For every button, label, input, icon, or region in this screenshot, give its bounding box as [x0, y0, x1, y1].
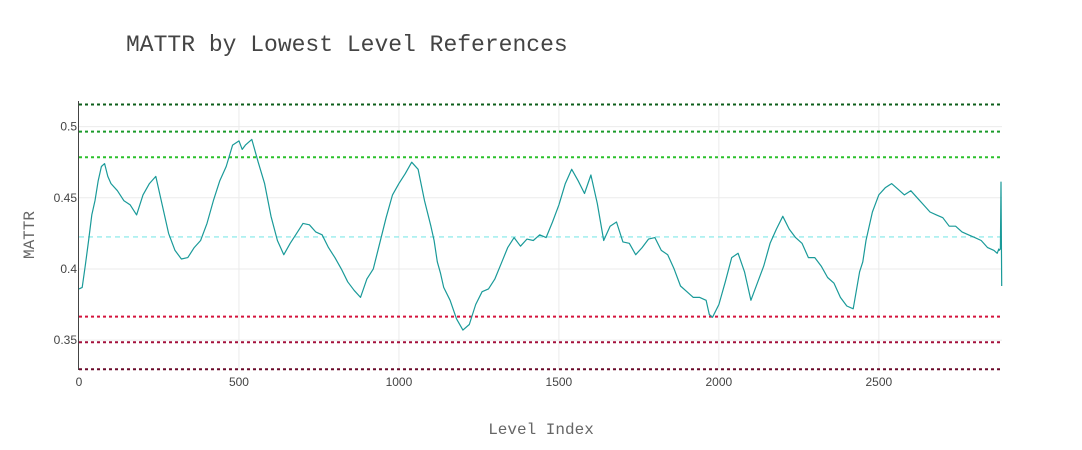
grid: [79, 101, 1002, 370]
x-tick-label: 500: [229, 375, 249, 389]
y-tick-label: 0.4: [60, 262, 77, 276]
y-axis-title: MATTR: [21, 211, 39, 259]
y-tick-label: 0.5: [60, 120, 77, 134]
x-tick-label: 2500: [865, 375, 892, 389]
y-tick-label: 0.45: [54, 191, 78, 205]
x-ticks: 0 500 1000 1500 2000 2500: [76, 375, 893, 389]
y-ticks: 0.35 0.4 0.45 0.5: [54, 120, 78, 347]
x-tick-label: 1500: [546, 375, 573, 389]
x-axis-title: Level Index: [488, 421, 594, 439]
y-tick-label: 0.35: [54, 333, 78, 347]
chart-title: MATTR by Lowest Level References: [126, 32, 568, 58]
series-line: [78, 138, 1003, 331]
series-layer: [78, 138, 1003, 331]
x-tick-label: 0: [76, 375, 83, 389]
reference-lines: [79, 103, 1002, 371]
x-tick-label: 2000: [706, 375, 733, 389]
x-tick-label: 1000: [386, 375, 413, 389]
